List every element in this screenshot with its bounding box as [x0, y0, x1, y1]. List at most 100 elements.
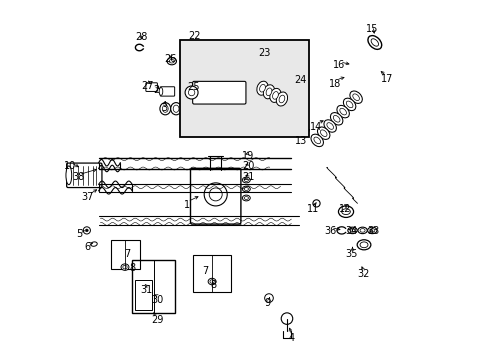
Circle shape — [188, 89, 194, 96]
Text: 29: 29 — [151, 315, 163, 325]
Text: 3: 3 — [161, 103, 167, 113]
Bar — [134, 280, 152, 310]
Circle shape — [312, 200, 320, 207]
Ellipse shape — [272, 91, 278, 99]
Text: 6: 6 — [84, 242, 91, 252]
Ellipse shape — [121, 264, 129, 270]
Text: 2: 2 — [153, 85, 159, 95]
Ellipse shape — [91, 242, 97, 246]
Ellipse shape — [276, 92, 287, 106]
Text: 18: 18 — [328, 78, 341, 89]
Ellipse shape — [333, 116, 339, 122]
Text: 8: 8 — [210, 280, 217, 290]
Ellipse shape — [209, 280, 214, 283]
Bar — [193, 255, 231, 292]
Ellipse shape — [341, 209, 349, 215]
Text: 26: 26 — [164, 54, 177, 64]
Ellipse shape — [320, 130, 326, 136]
Ellipse shape — [356, 240, 370, 250]
FancyBboxPatch shape — [145, 83, 157, 91]
Ellipse shape — [167, 58, 176, 65]
Ellipse shape — [367, 36, 381, 49]
Ellipse shape — [242, 177, 250, 183]
Text: 30: 30 — [151, 294, 163, 305]
Text: 23: 23 — [258, 48, 270, 58]
Bar — [179, 40, 309, 137]
Ellipse shape — [170, 103, 181, 115]
Text: 21: 21 — [242, 172, 254, 182]
Circle shape — [209, 188, 222, 201]
Bar — [111, 240, 140, 269]
Ellipse shape — [349, 91, 362, 103]
Ellipse shape — [279, 95, 284, 103]
Ellipse shape — [173, 105, 179, 112]
Ellipse shape — [336, 105, 348, 118]
Text: 38: 38 — [72, 172, 84, 182]
Ellipse shape — [317, 127, 329, 139]
Ellipse shape — [244, 188, 248, 190]
Ellipse shape — [359, 242, 367, 248]
Text: 19: 19 — [242, 150, 254, 161]
Text: 13: 13 — [295, 136, 307, 146]
Ellipse shape — [159, 87, 163, 95]
Ellipse shape — [326, 123, 333, 129]
Text: 5: 5 — [76, 229, 82, 239]
Ellipse shape — [324, 120, 336, 132]
Text: 34: 34 — [345, 226, 357, 236]
Ellipse shape — [242, 195, 250, 201]
FancyBboxPatch shape — [192, 81, 245, 104]
Ellipse shape — [169, 59, 174, 63]
FancyBboxPatch shape — [160, 87, 174, 96]
Text: 9: 9 — [264, 298, 270, 308]
Circle shape — [185, 86, 198, 99]
Text: 8: 8 — [129, 263, 135, 273]
Text: 7: 7 — [202, 266, 207, 276]
Ellipse shape — [367, 227, 376, 234]
Text: 31: 31 — [140, 285, 152, 295]
Ellipse shape — [357, 227, 366, 234]
Ellipse shape — [122, 265, 127, 269]
Text: 36: 36 — [324, 226, 336, 236]
Circle shape — [264, 294, 273, 302]
Bar — [132, 260, 175, 313]
Circle shape — [204, 183, 227, 206]
Text: 4: 4 — [287, 333, 294, 343]
Ellipse shape — [259, 84, 265, 92]
Text: 1: 1 — [183, 200, 189, 210]
Text: 37: 37 — [81, 192, 94, 202]
Text: 32: 32 — [356, 269, 369, 279]
Ellipse shape — [256, 81, 267, 95]
Text: 35: 35 — [345, 249, 357, 259]
Ellipse shape — [343, 98, 355, 111]
Text: 16: 16 — [332, 60, 344, 70]
Text: 24: 24 — [293, 75, 306, 85]
Text: 14: 14 — [310, 122, 322, 132]
Ellipse shape — [370, 39, 378, 46]
Ellipse shape — [352, 94, 359, 100]
Ellipse shape — [310, 134, 323, 147]
Text: 33: 33 — [366, 226, 379, 236]
Ellipse shape — [359, 229, 365, 232]
Ellipse shape — [66, 166, 72, 185]
Text: 11: 11 — [306, 204, 318, 214]
FancyBboxPatch shape — [66, 163, 102, 188]
Ellipse shape — [346, 101, 352, 108]
Ellipse shape — [208, 278, 216, 285]
Text: 27: 27 — [141, 81, 153, 91]
Ellipse shape — [244, 197, 248, 199]
Text: 20: 20 — [242, 161, 254, 171]
Text: 28: 28 — [136, 32, 148, 42]
Text: 22: 22 — [187, 31, 200, 41]
Ellipse shape — [160, 103, 170, 115]
Ellipse shape — [347, 227, 356, 234]
Ellipse shape — [338, 206, 353, 217]
Text: 15: 15 — [366, 24, 378, 34]
Ellipse shape — [265, 88, 271, 96]
Circle shape — [83, 227, 90, 234]
Ellipse shape — [369, 229, 374, 232]
Text: 25: 25 — [187, 82, 199, 92]
Text: 17: 17 — [380, 74, 392, 84]
Ellipse shape — [313, 137, 320, 144]
Text: 12: 12 — [338, 204, 351, 214]
Ellipse shape — [330, 113, 342, 125]
